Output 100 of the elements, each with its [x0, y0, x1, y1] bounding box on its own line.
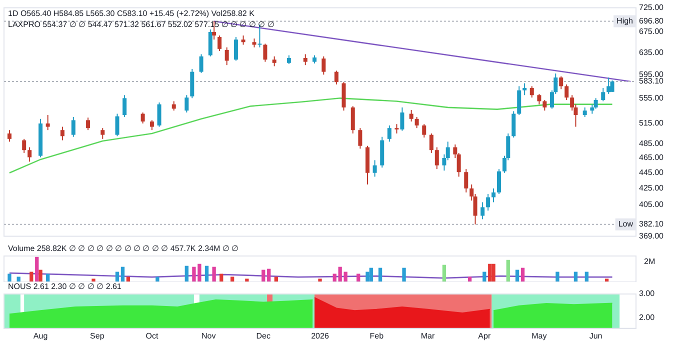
candlestick [272, 56, 276, 67]
candlestick [334, 70, 338, 85]
bar [515, 270, 520, 282]
candlestick [601, 87, 606, 102]
y-tick-label: 3.00 [639, 289, 656, 298]
x-tick-label: May [532, 331, 547, 340]
x-tick-label: Sep [90, 331, 105, 340]
candlestick [429, 132, 434, 154]
candlestick [28, 146, 32, 162]
bar [35, 256, 39, 282]
bar [16, 276, 20, 282]
y-tick-label: 485.00 [639, 138, 664, 148]
candlestick [480, 202, 485, 220]
candlestick [522, 82, 527, 96]
candlestick [208, 28, 212, 57]
x-tick-label: Oct [146, 331, 159, 340]
ref-line-label: High [616, 16, 633, 26]
candlestick [434, 146, 439, 170]
bar [332, 274, 336, 282]
x-tick-label: Feb [370, 331, 384, 340]
candlestick [497, 168, 502, 195]
bar [366, 272, 370, 282]
bar [46, 274, 50, 282]
candlestick [86, 117, 90, 131]
bar [556, 272, 560, 282]
x-tick-label: Mar [420, 331, 435, 340]
y-tick-label: 555.00 [639, 93, 664, 102]
candlestick [218, 34, 222, 52]
candlestick [115, 113, 120, 137]
candlestick [184, 94, 189, 113]
bar [126, 276, 130, 282]
candlestick [400, 106, 404, 132]
bar [204, 266, 209, 282]
y-tick-label: 445.00 [639, 168, 664, 178]
candlestick [157, 102, 162, 128]
candlestick [46, 114, 50, 131]
x-tick-label: Aug [33, 331, 48, 340]
candlestick [263, 43, 268, 62]
bar [520, 268, 525, 282]
candlestick [610, 80, 614, 92]
bar [356, 274, 360, 282]
candlestick [394, 124, 399, 134]
bar [220, 274, 224, 282]
candlestick [517, 86, 522, 116]
candlestick [22, 138, 26, 154]
candlestick [372, 160, 377, 178]
bar [262, 270, 266, 282]
y-tick-label: 515.00 [639, 118, 664, 128]
candlestick [7, 130, 12, 142]
bar [92, 278, 96, 282]
bar [156, 276, 160, 282]
candlestick [350, 106, 355, 134]
ref-line-label: Low [618, 220, 634, 229]
candlestick [224, 46, 229, 66]
candlestick [512, 110, 516, 138]
bar [120, 266, 125, 282]
y-tick-label: 2.00 [639, 312, 656, 322]
y-tick-label: 465.00 [639, 153, 664, 162]
candlestick [464, 168, 468, 193]
x-tick-label: Dec [256, 331, 270, 340]
bar [267, 268, 271, 282]
candlestick [564, 84, 569, 100]
y-tick-label: 405.00 [639, 200, 664, 209]
text: 2M [644, 257, 656, 266]
bar [492, 264, 496, 282]
chart-title: 1D O565.40 H584.85 L565.30 C583.10 +15.45 (+2.72%) Vol258.82 K [8, 9, 256, 18]
candlestick [409, 109, 414, 122]
x-tick-label: Nov [201, 331, 216, 340]
candlestick [387, 124, 392, 142]
y-tick-label: 675.00 [639, 27, 664, 36]
candlestick [486, 194, 490, 212]
candlestick [542, 99, 547, 112]
bar [369, 268, 373, 282]
bar [442, 264, 446, 282]
bar [468, 276, 472, 282]
candlestick [537, 93, 542, 105]
candlestick [606, 76, 611, 94]
chart-title: Volume 258.82K ∅ ∅ ∅ ∅ ∅ ∅ ∅ ∅ ∅ ∅ ∅ 457.7K 2.34M ∅ ∅ [8, 244, 239, 254]
bar [402, 268, 406, 282]
candlestick [530, 86, 534, 98]
candlestick [559, 76, 564, 90]
y-tick-label: 369.00 [639, 231, 664, 240]
candlestick [199, 54, 204, 74]
candlestick [140, 112, 145, 124]
x-tick-label: Jun [589, 331, 602, 340]
candlestick [172, 100, 176, 112]
bar [318, 278, 322, 282]
y-tick-label: 595.00 [639, 70, 664, 79]
candlestick [60, 126, 64, 141]
candlestick [241, 34, 246, 46]
candlestick [422, 124, 426, 138]
candlestick [322, 56, 326, 76]
bar [230, 276, 234, 282]
candlestick [358, 128, 362, 150]
bar [378, 268, 382, 282]
bar [212, 266, 216, 282]
x-tick-label: Apr [478, 331, 491, 340]
bar [274, 276, 278, 282]
bar [8, 274, 12, 282]
candlestick [122, 94, 127, 118]
